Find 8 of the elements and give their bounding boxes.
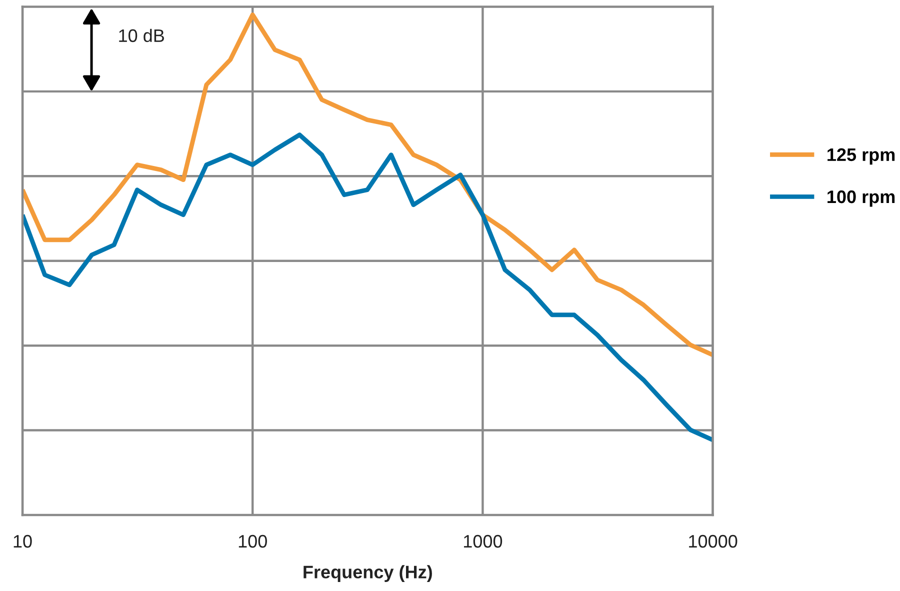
x-tick-label: 10 [14,534,32,548]
x-axis-title: Frequency (Hz) [304,565,432,582]
x-tick-label: 100 [238,534,267,548]
legend-label: 100 rpm [828,190,895,207]
x-tick-label: 1000 [464,534,502,548]
legend-label: 125 rpm [828,148,895,165]
x-tick-label: 10000 [689,534,738,548]
annotation: 10 dB [119,28,164,42]
